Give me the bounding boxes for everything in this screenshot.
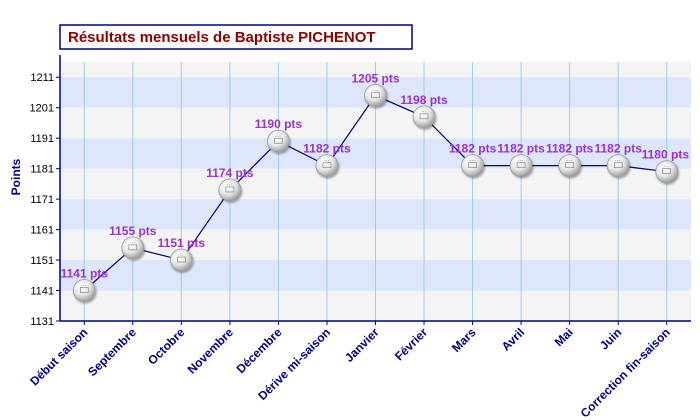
ball-logo-mark [128,244,138,251]
ping-pong-ball-icon [364,84,387,107]
x-tick-label: Janvier [342,325,382,365]
ping-pong-ball-icon [461,154,484,178]
data-point [267,129,290,153]
x-tick-label: Avril [499,325,527,353]
y-tick-label: 1141 [30,286,54,298]
data-point [412,105,436,129]
ping-pong-ball-icon [72,279,96,302]
ping-pong-ball-icon [655,160,679,184]
data-label: 1174 pts [206,166,254,180]
ball-logo-mark [322,162,332,168]
data-point [655,160,679,184]
data-label: 1155 pts [109,224,157,238]
y-tick-label: 1211 [30,72,54,84]
x-tick-label: Décembre [234,325,285,376]
data-label: 1190 pts [255,117,303,131]
y-tick-label: 1131 [30,316,54,328]
y-axis-ticks: 1131 1141 1151 1161 1171 1181 1191 1201 1211 [30,72,60,328]
ball-logo-mark [565,162,574,168]
data-point [606,154,630,178]
x-tick-label: Correction fin-saison [578,325,673,420]
data-label: 1198 pts [400,93,448,107]
data-point [218,178,242,202]
data-point [558,154,582,178]
x-tick-label: Mars [449,325,479,355]
ball-logo-mark [274,137,283,144]
data-label: 1182 pts [546,142,594,156]
chart-title: Résultats mensuels de Baptiste PICHENOT [68,29,376,46]
data-point [121,236,145,260]
data-point [169,248,193,272]
x-tick-label: Février [392,325,430,363]
y-tick-label: 1191 [30,133,54,145]
ping-pong-ball-icon [267,129,290,153]
data-point [315,154,339,178]
data-label: 1182 pts [595,142,643,156]
data-label: 1205 pts [351,72,399,86]
ball-logo-mark [662,168,672,174]
ball-logo-mark [225,186,235,193]
ping-pong-ball-icon [169,248,193,272]
data-points [72,84,679,302]
vertical-gridlines [83,62,668,321]
data-label: 1180 pts [642,148,690,162]
y-tick-label: 1181 [30,164,54,176]
data-point [509,154,533,178]
y-tick-label: 1171 [30,194,54,206]
title-frame [59,24,413,50]
ball-logo-mark [371,92,380,98]
x-tick-label: Octobre [145,325,188,368]
ping-pong-ball-icon [412,105,436,129]
ping-pong-ball-icon [606,154,630,178]
y-axis-label: Points [9,158,23,195]
data-label: 1182 pts [303,142,351,156]
ball-logo-mark [177,256,186,263]
y-tick-label: 1161 [30,225,54,237]
data-label: 1182 pts [497,142,545,156]
data-label: 1182 pts [449,142,497,156]
x-tick-label: Novembre [185,325,237,377]
ping-pong-ball-icon [121,236,145,260]
data-point [72,279,96,302]
data-label: 1151 pts [158,236,206,250]
ball-logo-mark [79,287,89,293]
data-point [461,154,484,178]
chart-title-box: Résultats mensuels de Baptiste PICHENOT [59,24,413,50]
ping-pong-ball-icon [218,178,242,202]
ping-pong-ball-icon [509,154,533,178]
ball-logo-mark [419,113,429,120]
y-tick-label: 1151 [30,255,54,267]
ball-logo-mark [613,162,623,168]
ping-pong-ball-icon [315,154,339,178]
x-tick-label: Septembre [85,325,139,379]
data-point [364,84,387,107]
data-label: 1141 pts [61,267,109,281]
ball-logo-mark [516,162,526,168]
y-tick-label: 1201 [30,103,54,115]
x-tick-label: Début saison [27,325,90,388]
ball-logo-mark [468,162,477,168]
x-tick-label: Juin [597,325,624,352]
x-tick-label: Mai [552,325,576,349]
ping-pong-ball-icon [558,154,582,178]
